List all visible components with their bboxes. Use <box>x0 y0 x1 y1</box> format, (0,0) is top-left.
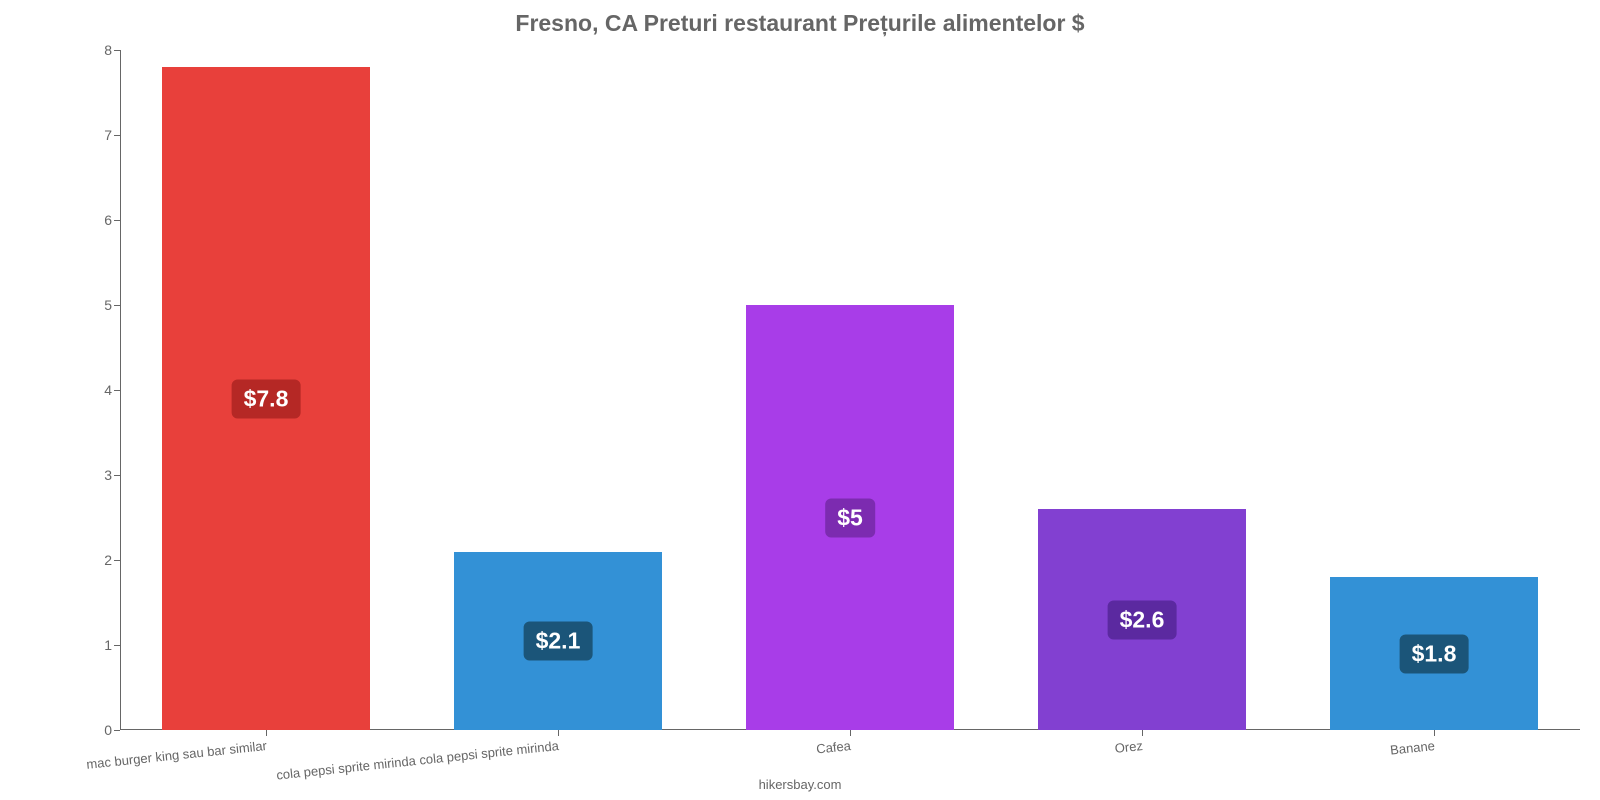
y-tick-label: 8 <box>104 42 120 58</box>
attribution: hikersbay.com <box>0 777 1600 792</box>
plot-area: 012345678mac burger king sau bar similar… <box>120 50 1580 730</box>
x-tick-label: Cafea <box>815 738 851 757</box>
x-tick-mark <box>558 730 559 736</box>
bar: $5 <box>746 305 953 730</box>
price-chart: Fresno, CA Preturi restaurant Prețurile … <box>0 0 1600 800</box>
x-tick-label: mac burger king sau bar similar <box>86 738 268 772</box>
bar: $2.6 <box>1038 509 1245 730</box>
y-axis <box>120 50 121 730</box>
y-tick-label: 4 <box>104 382 120 398</box>
y-tick-label: 3 <box>104 467 120 483</box>
x-tick-label: cola pepsi sprite mirinda cola pepsi spr… <box>276 738 560 783</box>
y-tick-label: 6 <box>104 212 120 228</box>
y-tick-label: 7 <box>104 127 120 143</box>
y-tick-label: 5 <box>104 297 120 313</box>
bar: $2.1 <box>454 552 661 731</box>
bar-value-label: $2.1 <box>524 621 593 660</box>
y-tick-label: 0 <box>104 722 120 738</box>
y-tick-label: 2 <box>104 552 120 568</box>
x-tick-label: Banane <box>1389 738 1435 758</box>
bar-value-label: $7.8 <box>232 379 301 418</box>
y-tick-label: 1 <box>104 637 120 653</box>
x-tick-mark <box>1142 730 1143 736</box>
bar-value-label: $2.6 <box>1108 600 1177 639</box>
bar: $1.8 <box>1330 577 1537 730</box>
x-tick-label: Orez <box>1114 738 1144 756</box>
bar-value-label: $1.8 <box>1400 634 1469 673</box>
x-tick-mark <box>266 730 267 736</box>
bar: $7.8 <box>162 67 369 730</box>
bar-value-label: $5 <box>825 498 875 537</box>
x-tick-mark <box>850 730 851 736</box>
x-tick-mark <box>1434 730 1435 736</box>
chart-title: Fresno, CA Preturi restaurant Prețurile … <box>0 10 1600 37</box>
